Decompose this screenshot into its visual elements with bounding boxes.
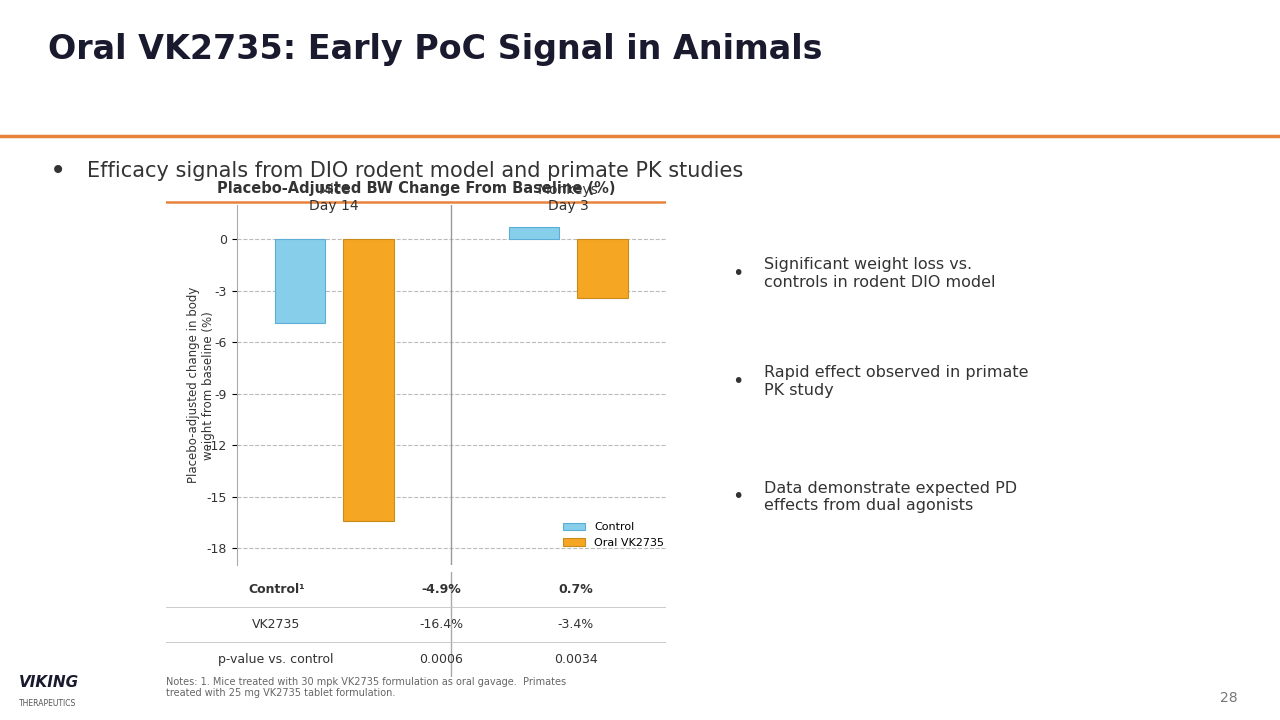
Text: 0.0006: 0.0006 <box>419 653 463 666</box>
Text: -4.9%: -4.9% <box>421 583 461 596</box>
Text: •: • <box>732 372 742 391</box>
Text: Significant weight loss vs.
controls in rodent DIO model: Significant weight loss vs. controls in … <box>764 258 995 289</box>
Text: 0.7%: 0.7% <box>558 583 593 596</box>
Text: Notes: 1. Mice treated with 30 mpk VK2735 formulation as oral gavage.  Primates
: Notes: 1. Mice treated with 30 mpk VK273… <box>166 677 567 698</box>
Bar <box>275 240 325 323</box>
Text: p-value vs. control: p-value vs. control <box>219 653 334 666</box>
Bar <box>577 240 627 298</box>
Text: Control¹: Control¹ <box>248 583 305 596</box>
Text: Efficacy signals from DIO rodent model and primate PK studies: Efficacy signals from DIO rodent model a… <box>87 161 744 181</box>
Text: 0.0034: 0.0034 <box>554 653 598 666</box>
Text: VIKING: VIKING <box>19 675 79 690</box>
Text: Mice
Day 14: Mice Day 14 <box>310 183 360 213</box>
Text: Oral VK2735: Early PoC Signal in Animals: Oral VK2735: Early PoC Signal in Animals <box>49 32 823 66</box>
Text: VK2735: VK2735 <box>252 618 301 631</box>
Text: Placebo-Adjusted BW Change From Baseline (%): Placebo-Adjusted BW Change From Baseline… <box>216 181 616 196</box>
Text: Rapid effect observed in primate
PK study: Rapid effect observed in primate PK stud… <box>764 366 1028 397</box>
Y-axis label: Placebo-adjusted change in body
weight from baseline (%): Placebo-adjusted change in body weight f… <box>187 287 215 483</box>
Text: 28: 28 <box>1220 691 1238 706</box>
Text: -3.4%: -3.4% <box>558 618 594 631</box>
Text: -16.4%: -16.4% <box>419 618 463 631</box>
Text: •: • <box>732 487 742 506</box>
Text: Monkeys
Day 3: Monkeys Day 3 <box>538 183 599 213</box>
Text: •: • <box>732 264 742 283</box>
Bar <box>508 228 559 240</box>
Text: Data demonstrate expected PD
effects from dual agonists: Data demonstrate expected PD effects fro… <box>764 481 1016 513</box>
Bar <box>343 240 394 521</box>
Text: •: • <box>50 157 67 185</box>
Text: THERAPEUTICS: THERAPEUTICS <box>19 699 77 708</box>
Legend: Control, Oral VK2735: Control, Oral VK2735 <box>558 518 668 552</box>
